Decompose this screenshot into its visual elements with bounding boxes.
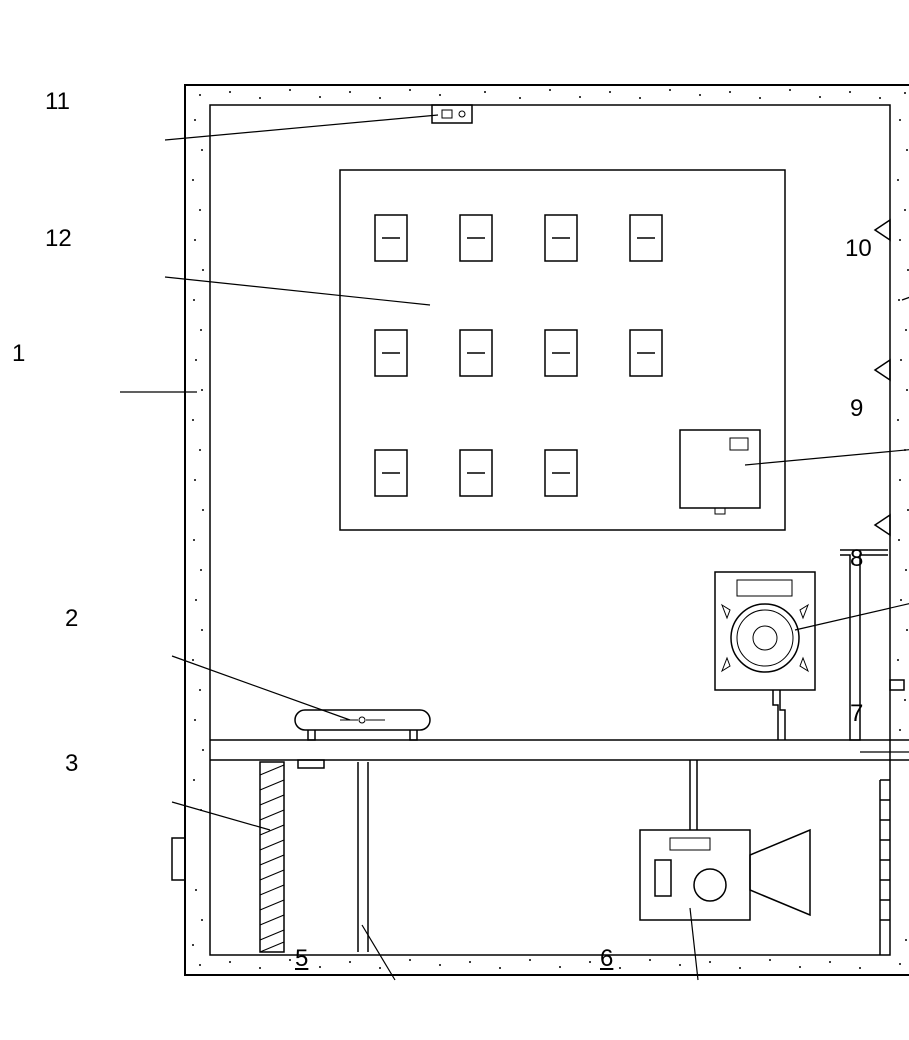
label-11: 11 bbox=[45, 88, 70, 116]
label-8: 8 bbox=[850, 545, 863, 573]
wall-dots bbox=[192, 89, 909, 969]
column-5 bbox=[358, 762, 368, 952]
hinges bbox=[875, 220, 890, 535]
device-6 bbox=[640, 760, 750, 920]
technical-diagram bbox=[90, 40, 830, 940]
latch bbox=[890, 680, 904, 690]
label-1: 1 bbox=[12, 340, 25, 368]
tab-top bbox=[298, 760, 324, 768]
device-2 bbox=[295, 710, 430, 740]
label-9: 9 bbox=[850, 395, 863, 423]
device-9 bbox=[680, 430, 760, 514]
switches bbox=[375, 215, 662, 496]
label-7: 7 bbox=[850, 700, 863, 728]
device-11 bbox=[432, 105, 472, 123]
column-3 bbox=[260, 762, 284, 952]
speaker-icon bbox=[750, 830, 810, 915]
leader-lines bbox=[120, 115, 909, 980]
label-5: 5 bbox=[295, 945, 308, 973]
device-8 bbox=[715, 572, 815, 690]
label-3: 3 bbox=[65, 750, 78, 778]
label-6: 6 bbox=[600, 945, 613, 973]
vents bbox=[880, 780, 890, 955]
pipes bbox=[773, 550, 888, 740]
label-12: 12 bbox=[45, 225, 72, 253]
left-tab bbox=[172, 838, 185, 880]
diagram-svg bbox=[90, 40, 909, 1040]
label-10: 10 bbox=[845, 235, 872, 263]
label-2: 2 bbox=[65, 605, 78, 633]
